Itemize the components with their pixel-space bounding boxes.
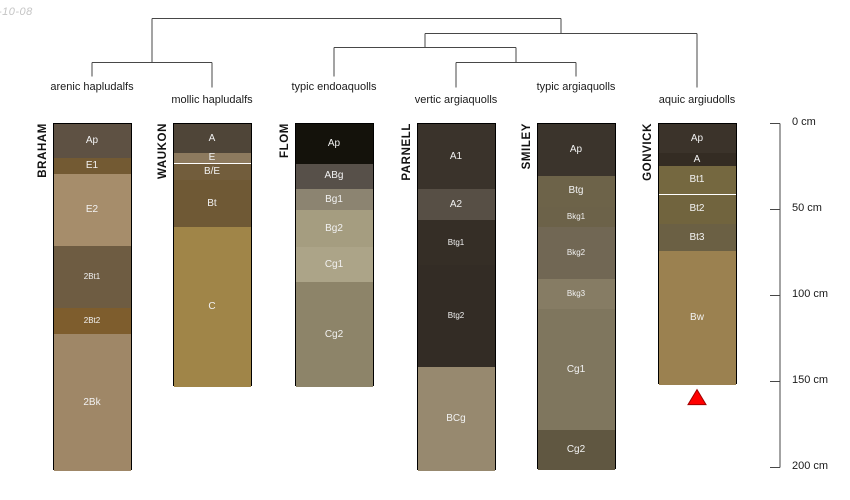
horizon-label: Ap (85, 135, 99, 147)
soil-column-parnell: A1 A2 Btg1 Btg2 BCg (416, 123, 496, 472)
soil-column-flom: Ap ABg Bg1 Bg2 Cg1 Cg2 (294, 123, 374, 388)
horizon-band-gonvick: Bt1 (658, 166, 736, 195)
series-label-braham: BRAHAM (36, 123, 49, 178)
taxon-label-gonvick: aquic argiudolls (658, 94, 736, 106)
horizon-label: 2Bt2 (83, 315, 101, 325)
horizon-label: Btg1 (447, 237, 465, 247)
horizon-band-gonvick: A (658, 153, 736, 167)
taxon-label-braham: arenic hapludalfs (50, 81, 134, 93)
horizon-band-gonvick: Bw (658, 251, 736, 386)
taxon-label-smiley: typic argiaquolls (536, 81, 616, 93)
horizon-label: Btg2 (447, 310, 465, 320)
horizon-label: Cg1 (324, 258, 344, 270)
series-label-smiley: SMILEY (520, 123, 533, 170)
horizon-band-waukon: A (173, 124, 251, 154)
horizon-label: Cg1 (566, 363, 586, 375)
series-label-flom: FLOM (278, 123, 291, 158)
horizon-band-waukon: B/E (173, 163, 251, 180)
horizon-label: Cg2 (566, 443, 586, 455)
horizon-band-parnell: Btg2 (417, 265, 495, 367)
horizon-band-flom: ABg (295, 163, 373, 190)
depth-tick-label: 0 cm (792, 116, 816, 128)
horizon-label: E1 (85, 160, 99, 172)
horizon-band-braham: E1 (53, 158, 131, 174)
horizon-band-parnell: BCg (417, 366, 495, 472)
horizon-band-waukon: E (173, 152, 251, 164)
horizon-label: B/E (203, 165, 221, 177)
horizon-label: A2 (449, 198, 463, 210)
taxon-label-flom: typic endoaquolls (291, 81, 377, 93)
horizon-label: Ap (569, 143, 583, 155)
series-label-waukon: WAUKON (156, 123, 169, 179)
horizon-label: Bt (207, 197, 217, 209)
horizon-band-flom: Cg1 (295, 247, 373, 283)
red-triangle-marker (687, 388, 707, 406)
horizon-band-gonvick: Bt2 (658, 194, 736, 224)
horizon-label: Btg (568, 185, 584, 197)
horizon-label: A (208, 132, 216, 144)
horizon-label: Bg1 (325, 193, 343, 205)
horizon-band-braham: 2Bk (53, 333, 131, 472)
horizon-band-waukon: C (173, 227, 251, 388)
horizon-label: Cg2 (324, 328, 344, 340)
horizon-band-flom: Cg2 (295, 282, 373, 388)
horizon-label: Bkg3 (566, 288, 586, 298)
horizon-band-waukon: Bt (173, 179, 251, 228)
soil-column-waukon: A E B/E Bt C (172, 123, 252, 388)
horizon-band-smiley: Cg1 (537, 308, 615, 431)
horizon-label: C (208, 301, 216, 313)
horizon-label: Bkg2 (566, 247, 586, 257)
horizon-band-gonvick: Ap (658, 124, 736, 154)
depth-tick-label: 200 cm (792, 460, 829, 472)
horizon-band-flom: Bg1 (295, 189, 373, 210)
soil-column-gonvick: Ap A Bt1 Bt2 Bt3 Bw (657, 123, 737, 386)
depth-tick-label: 150 cm (792, 374, 829, 386)
series-label-gonvick: GONVICK (641, 123, 654, 181)
horizon-band-parnell: A1 (417, 124, 495, 190)
horizon-label: Bt2 (689, 203, 705, 215)
horizon-band-braham: Ap (53, 124, 131, 159)
horizon-band-braham: E2 (53, 173, 131, 247)
watermark-date: -10-08 (0, 6, 33, 18)
horizon-label: 2Bk (83, 396, 101, 408)
horizon-band-gonvick: Bt3 (658, 223, 736, 252)
horizon-band-smiley: Cg2 (537, 430, 615, 470)
horizon-band-smiley: Bkg2 (537, 227, 615, 279)
horizon-label: Bkg1 (566, 211, 586, 221)
horizon-band-smiley: Bkg3 (537, 278, 615, 309)
horizon-label: A1 (449, 150, 463, 162)
horizon-label: Bw (690, 312, 704, 324)
soil-column-braham: Ap E1 E2 2Bt1 2Bt2 2Bk (52, 123, 132, 472)
horizon-label: Bt3 (689, 231, 705, 243)
series-label-parnell: PARNELL (400, 123, 413, 181)
horizon-band-smiley: Btg (537, 175, 615, 207)
horizon-label: 2Bt1 (83, 272, 101, 282)
horizon-band-parnell: Btg1 (417, 220, 495, 265)
horizon-band-smiley: Ap (537, 124, 615, 176)
horizon-label: Ap (327, 137, 341, 149)
depth-tick-label: 100 cm (792, 288, 829, 300)
horizon-band-parnell: A2 (417, 189, 495, 221)
horizon-label: E (208, 152, 216, 164)
horizon-label: A (693, 153, 701, 165)
horizon-label: Ap (690, 132, 704, 144)
horizon-label: BCg (446, 412, 466, 424)
soil-column-smiley: Ap Btg Bkg1 Bkg2 Bkg3 Cg1 Cg2 (536, 123, 616, 470)
horizon-band-smiley: Bkg1 (537, 206, 615, 228)
horizon-band-braham: 2Bt2 (53, 308, 131, 334)
horizon-label: Bt1 (689, 174, 705, 186)
horizon-label: Bg2 (325, 222, 343, 234)
horizon-label: ABg (324, 170, 344, 182)
taxon-label-waukon: mollic hapludalfs (171, 94, 253, 106)
horizon-band-braham: 2Bt1 (53, 246, 131, 308)
depth-tick-label: 50 cm (792, 202, 822, 214)
horizon-band-flom: Bg2 (295, 210, 373, 247)
horizon-label: E2 (85, 203, 99, 215)
taxon-label-parnell: vertic argiaquolls (414, 94, 498, 106)
horizon-band-flom: Ap (295, 124, 373, 164)
